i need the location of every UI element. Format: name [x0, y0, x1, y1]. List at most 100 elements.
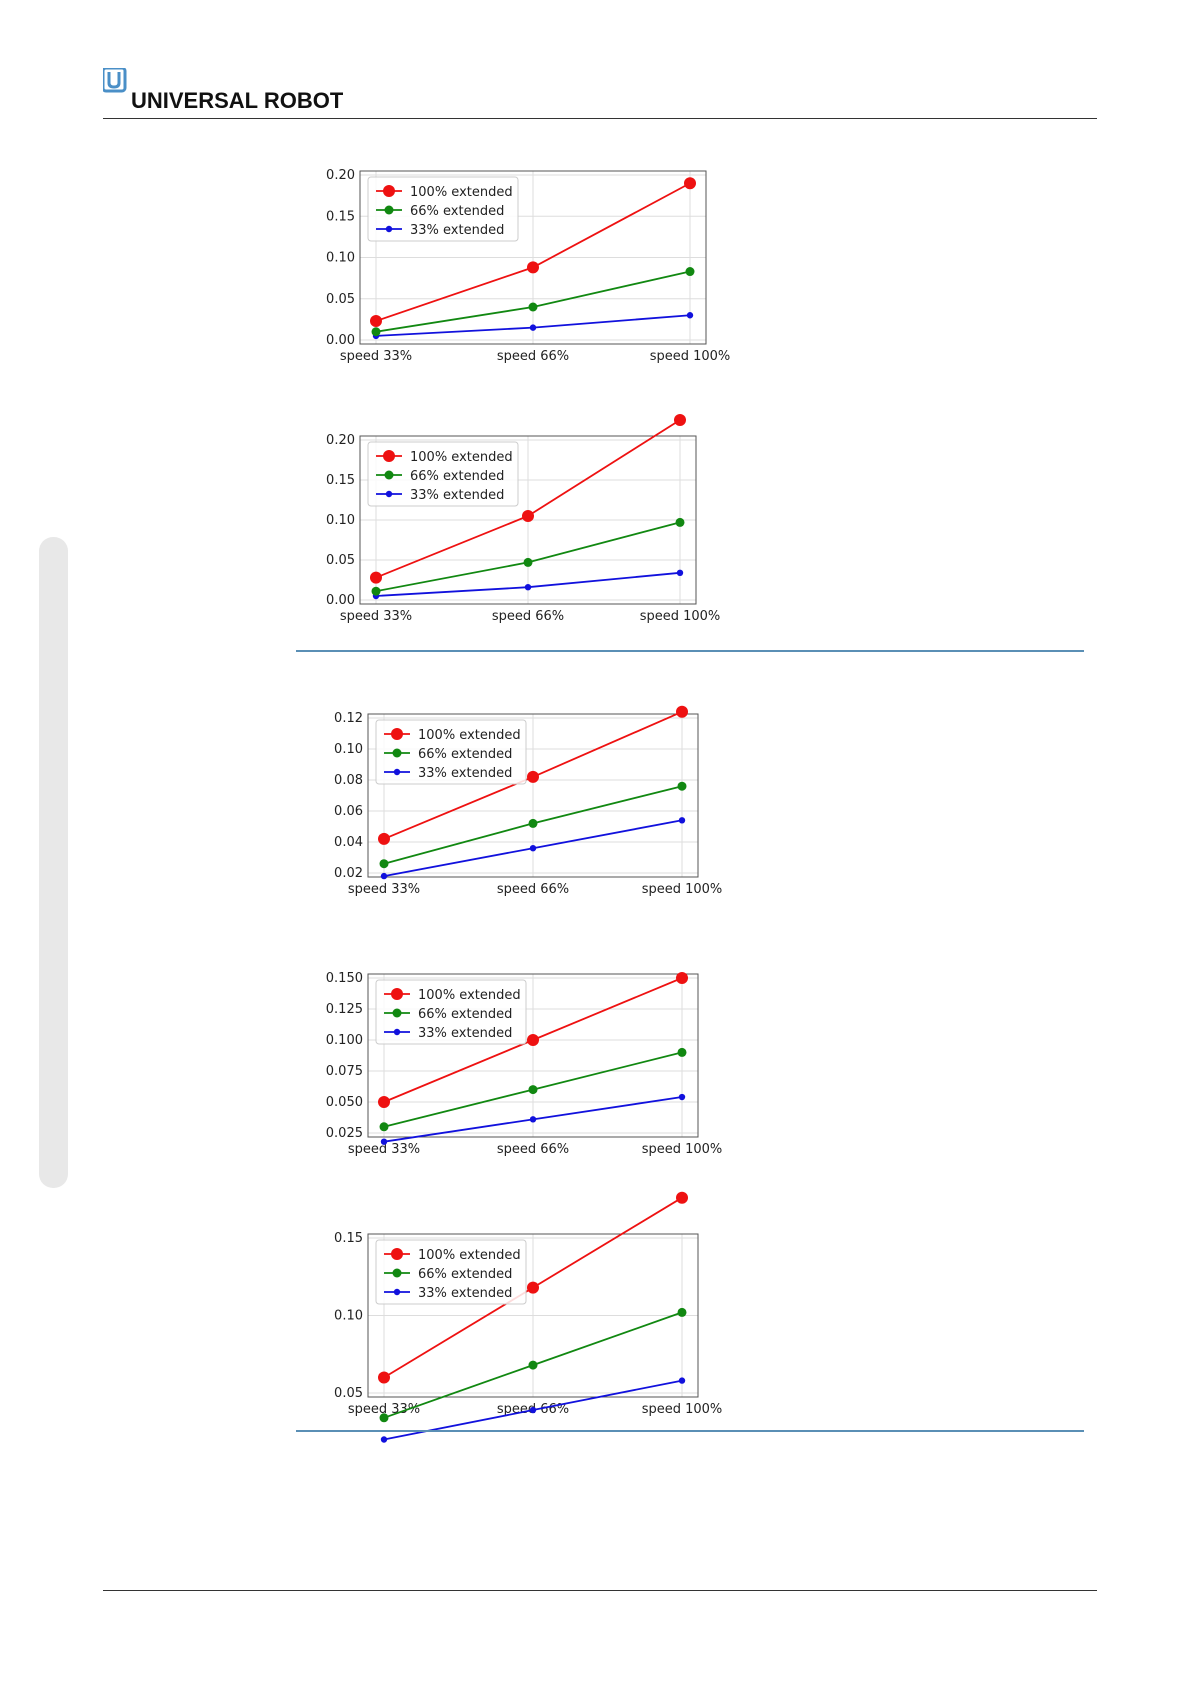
data-point — [378, 1096, 390, 1108]
data-point — [370, 571, 382, 584]
legend-swatch-marker — [383, 450, 395, 462]
y-tick-label: 0.20 — [326, 433, 355, 448]
data-point — [529, 1116, 537, 1123]
x-tick-label: speed 33% — [340, 349, 412, 364]
legend-swatch-marker — [393, 768, 401, 776]
legend-swatch-marker — [391, 1248, 403, 1260]
x-tick-label: speed 33% — [348, 1402, 420, 1417]
section-divider-2 — [296, 1430, 1084, 1432]
legend-label: 100% extended — [418, 988, 521, 1003]
header-rule — [103, 118, 1097, 119]
data-point — [677, 1047, 687, 1057]
y-tick-label: 0.05 — [326, 553, 355, 568]
legend-swatch-marker — [391, 988, 403, 1000]
data-point — [528, 1360, 538, 1370]
data-point — [527, 261, 539, 274]
y-tick-label: 0.00 — [326, 333, 355, 348]
chart-3: 0.02 0.04 0.06 0.08 0.10 0.12 speed 33% speed 6… — [334, 705, 723, 897]
data-point — [379, 1413, 389, 1423]
data-point — [529, 324, 537, 331]
y-tick-label: 0.20 — [326, 168, 355, 183]
y-tick-label: 0.100 — [326, 1033, 363, 1048]
y-tick-label: 0.08 — [334, 773, 363, 788]
y-tick-label: 0.10 — [326, 513, 355, 528]
y-tick-label: 0.15 — [326, 209, 355, 224]
data-point — [379, 1122, 389, 1132]
legend-label: 33% extended — [418, 1286, 512, 1301]
data-point — [677, 1307, 687, 1317]
x-tick-label: speed 33% — [348, 882, 420, 897]
footer-rule — [103, 1590, 1097, 1591]
data-point — [676, 569, 684, 576]
data-point — [676, 1191, 688, 1204]
y-tick-label: 0.04 — [334, 835, 363, 850]
legend-label: 33% extended — [410, 223, 504, 238]
ur-logo-icon — [103, 68, 127, 93]
legend-label: 66% extended — [418, 747, 512, 762]
x-tick-label: speed 100% — [640, 609, 721, 624]
y-tick-label: 0.05 — [334, 1386, 363, 1401]
data-point — [523, 557, 533, 567]
legend-swatch-marker — [392, 1008, 402, 1018]
legend-swatch-marker — [385, 490, 393, 498]
legend-swatch-marker — [392, 1268, 402, 1278]
plot-frame — [367, 973, 699, 1138]
data-point — [522, 510, 534, 522]
legend-label: 100% extended — [418, 728, 521, 743]
legend-label: 100% extended — [410, 450, 513, 465]
data-point — [676, 705, 688, 718]
x-tick-label: speed 66% — [492, 609, 564, 624]
data-point — [371, 327, 381, 337]
x-tick-label: speed 100% — [642, 1402, 723, 1417]
y-tick-label: 0.12 — [334, 711, 363, 726]
plot-frame — [367, 713, 699, 878]
data-point — [529, 845, 537, 852]
legend-box — [375, 979, 527, 1045]
y-tick-label: 0.150 — [326, 971, 363, 986]
data-point — [378, 832, 390, 845]
x-tick-label: speed 33% — [340, 609, 412, 624]
y-tick-label: 0.10 — [334, 742, 363, 757]
legend-swatch-marker — [384, 470, 394, 480]
legend-label: 66% extended — [410, 204, 504, 219]
data-point — [529, 1406, 537, 1414]
data-point — [676, 972, 688, 984]
legend-label: 33% extended — [418, 766, 512, 781]
data-point — [527, 770, 539, 783]
data-point — [378, 1371, 390, 1384]
legend-swatch-marker — [393, 1028, 401, 1036]
x-tick-label: speed 33% — [348, 1142, 420, 1157]
data-point — [674, 414, 686, 426]
data-point — [370, 315, 382, 328]
x-tick-label: speed 66% — [497, 1142, 569, 1157]
data-point — [380, 872, 388, 880]
sidebar-tab — [39, 537, 68, 1188]
x-tick-label: speed 100% — [642, 882, 723, 897]
y-tick-label: 0.00 — [326, 593, 355, 608]
plot-frame — [367, 1233, 699, 1398]
y-tick-label: 0.15 — [326, 473, 355, 488]
plot-frame — [359, 170, 707, 345]
legend-swatch-marker — [393, 1288, 401, 1296]
legend-swatch-marker — [391, 728, 403, 740]
legend-swatch-marker — [383, 185, 395, 197]
data-point — [379, 859, 389, 869]
chart-4: 0.025 0.050 0.075 0.100 0.125 0.150 speed 33% s… — [326, 971, 723, 1157]
data-point — [524, 584, 532, 591]
y-tick-label: 0.10 — [326, 251, 355, 266]
legend-box — [375, 1239, 527, 1305]
chart-1: 0.00 0.05 0.10 0.15 0.20 speed 33% speed 66% sp… — [326, 168, 730, 364]
legend-swatch-marker — [385, 225, 393, 233]
data-point — [527, 1281, 539, 1294]
x-tick-label: speed 66% — [497, 882, 569, 897]
data-point — [528, 302, 538, 312]
data-point — [528, 1085, 538, 1095]
legend-label: 33% extended — [418, 1026, 512, 1041]
data-point — [686, 312, 694, 319]
legend-label: 66% extended — [418, 1007, 512, 1022]
data-point — [678, 1093, 686, 1101]
y-tick-label: 0.15 — [334, 1231, 363, 1246]
data-point — [677, 781, 687, 791]
data-point — [380, 1138, 388, 1145]
